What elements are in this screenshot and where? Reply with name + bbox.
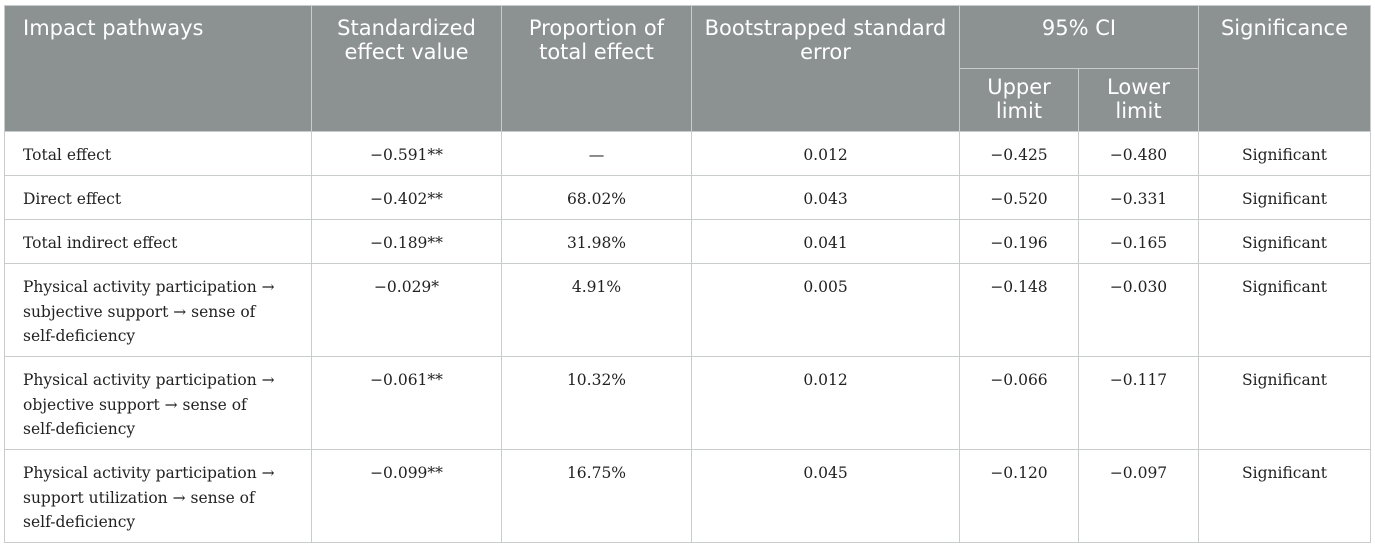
cell-lower: −0.117	[1078, 356, 1199, 450]
cell-proportion: —	[501, 131, 692, 176]
cell-significance: Significant	[1198, 356, 1371, 450]
header-bootstrapped-se: Bootstrapped standard error	[691, 5, 960, 132]
cell-se: 0.012	[691, 356, 960, 450]
cell-significance: Significant	[1198, 219, 1371, 264]
cell-significance: Significant	[1198, 131, 1371, 176]
table-body: Total effect −0.591** — 0.012 −0.425 −0.…	[4, 131, 1371, 543]
cell-upper: −0.196	[959, 219, 1079, 264]
header-upper-limit: Upper limit	[959, 68, 1079, 132]
table-header: Impact pathways Standardized effect valu…	[4, 5, 1371, 132]
cell-lower: −0.165	[1078, 219, 1199, 264]
cell-upper: −0.148	[959, 263, 1079, 357]
header-lower-limit: Lower limit	[1078, 68, 1199, 132]
header-significance: Significance	[1198, 5, 1371, 132]
table-row: Physical activity participation → suppor…	[4, 449, 1371, 543]
cell-effect: −0.099**	[311, 449, 502, 543]
cell-se: 0.041	[691, 219, 960, 264]
cell-proportion: 68.02%	[501, 175, 692, 220]
header-impact-pathways: Impact pathways	[4, 5, 312, 132]
cell-pathway: Physical activity participation → subjec…	[4, 263, 312, 357]
cell-proportion: 10.32%	[501, 356, 692, 450]
cell-proportion: 4.91%	[501, 263, 692, 357]
cell-effect: −0.189**	[311, 219, 502, 264]
cell-significance: Significant	[1198, 175, 1371, 220]
cell-significance: Significant	[1198, 449, 1371, 543]
table-row: Physical activity participation → object…	[4, 356, 1371, 450]
table-row: Physical activity participation → subjec…	[4, 263, 1371, 357]
cell-pathway: Physical activity participation → object…	[4, 356, 312, 450]
cell-lower: −0.480	[1078, 131, 1199, 176]
cell-lower: −0.030	[1078, 263, 1199, 357]
cell-lower: −0.331	[1078, 175, 1199, 220]
cell-effect: −0.591**	[311, 131, 502, 176]
table-row: Direct effect −0.402** 68.02% 0.043 −0.5…	[4, 175, 1371, 220]
cell-upper: −0.120	[959, 449, 1079, 543]
header-proportion: Proportion of total effect	[501, 5, 692, 132]
cell-effect: −0.061**	[311, 356, 502, 450]
table-row: Total effect −0.591** — 0.012 −0.425 −0.…	[4, 131, 1371, 176]
cell-proportion: 31.98%	[501, 219, 692, 264]
table-row: Total indirect effect −0.189** 31.98% 0.…	[4, 219, 1371, 264]
cell-pathway: Physical activity participation → suppor…	[4, 449, 312, 543]
cell-effect: −0.029*	[311, 263, 502, 357]
cell-se: 0.005	[691, 263, 960, 357]
cell-significance: Significant	[1198, 263, 1371, 357]
cell-upper: −0.520	[959, 175, 1079, 220]
header-95-ci: 95% CI	[959, 5, 1199, 69]
cell-effect: −0.402**	[311, 175, 502, 220]
cell-upper: −0.066	[959, 356, 1079, 450]
cell-pathway: Direct effect	[4, 175, 312, 220]
cell-proportion: 16.75%	[501, 449, 692, 543]
cell-upper: −0.425	[959, 131, 1079, 176]
cell-lower: −0.097	[1078, 449, 1199, 543]
cell-pathway: Total effect	[4, 131, 312, 176]
header-standardized-effect: Standardized effect value	[311, 5, 502, 132]
cell-se: 0.012	[691, 131, 960, 176]
cell-pathway: Total indirect effect	[4, 219, 312, 264]
cell-se: 0.045	[691, 449, 960, 543]
mediation-effects-table: Impact pathways Standardized effect valu…	[4, 5, 1371, 543]
cell-se: 0.043	[691, 175, 960, 220]
